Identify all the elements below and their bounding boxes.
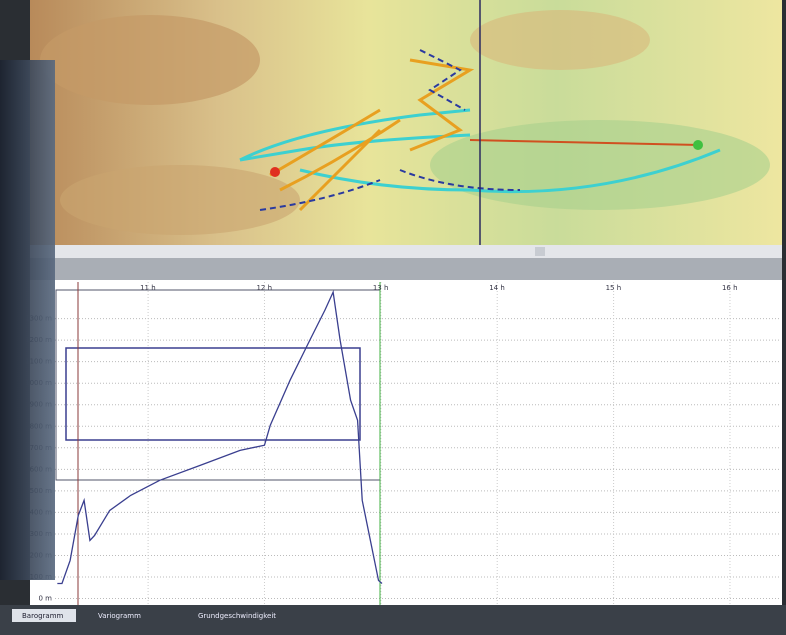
map-hill <box>60 165 300 235</box>
track <box>269 58 475 212</box>
map-hill <box>40 15 260 105</box>
x-tick-label: 15 h <box>606 284 622 292</box>
range-box <box>65 347 361 441</box>
panel-header <box>30 258 782 280</box>
track <box>259 49 521 211</box>
barogram-line <box>57 289 383 585</box>
x-tick-label: 13 h <box>373 284 389 292</box>
map-hill <box>470 10 650 70</box>
map-valley <box>430 120 770 210</box>
tab[interactable]: Grundgeschwindigkeit <box>198 612 276 620</box>
tab-bar <box>0 605 786 635</box>
x-tick-label: 16 h <box>722 284 738 292</box>
scroll-thumb[interactable] <box>535 247 545 256</box>
x-tick-label: 14 h <box>489 284 505 292</box>
tab[interactable]: Variogramm <box>98 612 141 620</box>
track <box>469 139 701 146</box>
x-tick-label: 11 h <box>140 284 156 292</box>
x-tick-label: 12 h <box>256 284 272 292</box>
tab-active[interactable] <box>12 609 76 622</box>
start-marker <box>270 167 280 177</box>
overlay-window <box>0 60 55 580</box>
chart-area <box>30 280 782 605</box>
goal-marker <box>693 140 703 150</box>
scrollbar <box>30 245 782 258</box>
y-tick-label: 0 m <box>39 595 53 603</box>
tab[interactable]: Barogramm <box>22 612 64 620</box>
